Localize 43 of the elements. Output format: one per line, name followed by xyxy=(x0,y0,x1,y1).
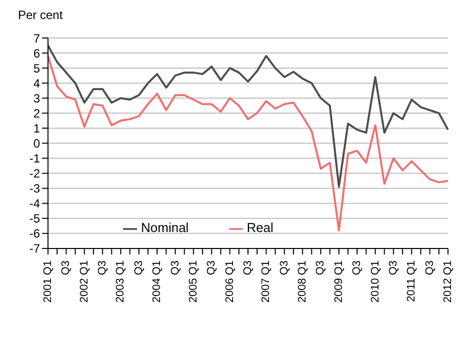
x-tick-label: 2012 Q1 xyxy=(442,260,454,303)
y-tick-label: -7 xyxy=(29,242,40,256)
x-tick-label: Q3 xyxy=(132,260,145,276)
x-tick-label: 2007 Q1 xyxy=(260,260,272,303)
y-tick-label: 0 xyxy=(33,136,40,150)
y-tick-label: 7 xyxy=(33,31,40,46)
y-tick-label: 3 xyxy=(33,91,40,106)
x-tick-label: Q3 xyxy=(242,260,254,276)
x-tick-label: 2008 Q1 xyxy=(296,260,309,303)
y-tick-label: 6 xyxy=(33,46,40,60)
x-tick-label: 2003 Q1 xyxy=(114,260,127,303)
x-tick-label: Q3 xyxy=(424,260,436,276)
x-tick-label: Q3 xyxy=(169,260,182,276)
x-tick-label: Q3 xyxy=(206,260,218,276)
x-tick-label: Q3 xyxy=(314,260,327,276)
y-axis-title: Per cent xyxy=(18,8,63,22)
y-tick-label: -5 xyxy=(29,212,40,226)
y-tick-label: -3 xyxy=(29,182,40,196)
x-tick-label: 2010 Q1 xyxy=(369,260,382,303)
x-tick-label: 2009 Q1 xyxy=(332,260,345,303)
y-tick-label: 1 xyxy=(33,121,40,136)
x-tick-label: Q3 xyxy=(96,260,109,276)
line-series xyxy=(47,55,449,232)
x-tick-label: 2006 Q1 xyxy=(224,260,236,303)
x-tick-label: Q3 xyxy=(387,260,400,276)
y-tick-label: 2 xyxy=(33,106,40,120)
x-tick-label: 2005 Q1 xyxy=(187,260,200,303)
y-tick-label: -6 xyxy=(29,226,40,241)
x-tick-label: Q3 xyxy=(278,260,290,276)
y-tick-label: 5 xyxy=(33,61,40,76)
x-tick-label: 2002 Q1 xyxy=(78,260,90,303)
x-tick-label: 2011 Q1 xyxy=(406,260,418,302)
x-tick-label: Q3 xyxy=(60,260,72,276)
y-tick-label: -1 xyxy=(29,152,40,166)
y-tick-label: -4 xyxy=(29,196,40,211)
x-tick-label: Q3 xyxy=(351,260,364,276)
line-series xyxy=(47,44,449,188)
legend-label: Nominal xyxy=(141,220,189,235)
x-tick-label: 2004 Q1 xyxy=(151,260,164,303)
y-tick-label: -2 xyxy=(29,166,40,181)
legend-label: Real xyxy=(246,220,274,235)
y-tick-label: 4 xyxy=(33,76,40,90)
x-tick-label: 2001 Q1 xyxy=(42,260,54,303)
